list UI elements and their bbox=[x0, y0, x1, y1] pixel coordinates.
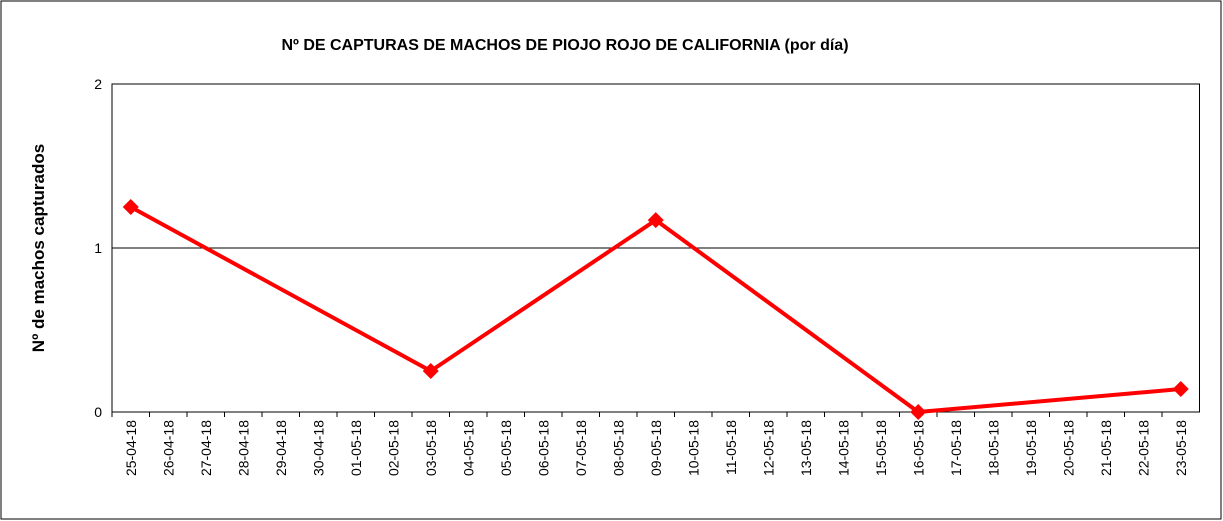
data-point bbox=[910, 404, 927, 420]
x-tick-label: 20-05-18 bbox=[1060, 420, 1076, 476]
x-tick-label: 29-04-18 bbox=[273, 420, 289, 476]
x-tick-label: 30-04-18 bbox=[310, 420, 326, 476]
x-tick-label: 14-05-18 bbox=[835, 420, 851, 476]
x-tick-label: 03-05-18 bbox=[423, 420, 439, 476]
y-tick-label: 2 bbox=[94, 76, 102, 92]
plot-area bbox=[111, 83, 1200, 413]
x-tick-label: 22-05-18 bbox=[1135, 420, 1151, 476]
x-tick-label: 06-05-18 bbox=[535, 420, 551, 476]
x-tick-label: 23-05-18 bbox=[1173, 420, 1189, 476]
x-tick-label: 18-05-18 bbox=[985, 420, 1001, 476]
x-tick-label: 28-04-18 bbox=[235, 420, 251, 476]
x-tick-label: 17-05-18 bbox=[948, 420, 964, 476]
y-tick-label: 1 bbox=[94, 240, 102, 256]
x-tick-label: 04-05-18 bbox=[460, 420, 476, 476]
y-axis-label: Nº de machos capturados bbox=[29, 144, 48, 352]
x-tick-label: 27-04-18 bbox=[198, 420, 214, 476]
x-tick-label: 09-05-18 bbox=[648, 420, 664, 476]
x-tick-label: 26-04-18 bbox=[160, 420, 176, 476]
x-tick-label: 12-05-18 bbox=[760, 420, 776, 476]
x-tick-label: 02-05-18 bbox=[385, 420, 401, 476]
data-point bbox=[647, 212, 664, 229]
x-tick-label: 07-05-18 bbox=[573, 420, 589, 476]
x-tick-label: 13-05-18 bbox=[798, 420, 814, 476]
x-tick-label: 01-05-18 bbox=[348, 420, 364, 476]
x-tick-label: 16-05-18 bbox=[910, 420, 926, 476]
data-point bbox=[1172, 381, 1189, 398]
x-tick-label: 15-05-18 bbox=[873, 420, 889, 476]
x-tick-label: 19-05-18 bbox=[1023, 420, 1039, 476]
y-tick-label: 0 bbox=[94, 404, 102, 420]
x-tick-label: 05-05-18 bbox=[498, 420, 514, 476]
x-tick-label: 08-05-18 bbox=[610, 420, 626, 476]
x-tick-label: 11-05-18 bbox=[723, 420, 739, 475]
chart-title: Nº DE CAPTURAS DE MACHOS DE PIOJO ROJO D… bbox=[281, 37, 848, 54]
x-tick-label: 10-05-18 bbox=[685, 420, 701, 476]
data-point bbox=[122, 199, 139, 215]
x-tick-label: 21-05-18 bbox=[1098, 420, 1114, 476]
x-tick-label: 25-04-18 bbox=[123, 420, 139, 476]
data-point bbox=[422, 363, 439, 379]
